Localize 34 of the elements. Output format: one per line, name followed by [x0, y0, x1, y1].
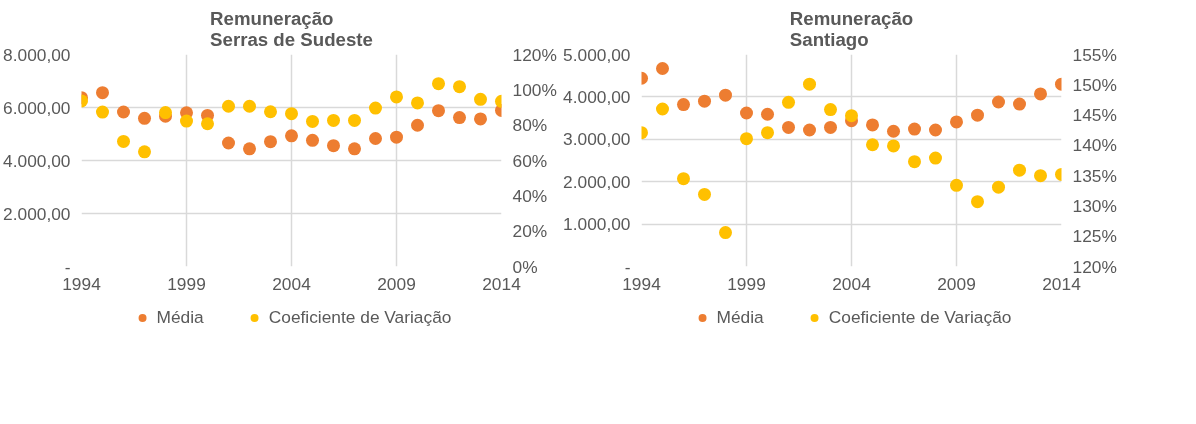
y-tick-label: 4.000,00 [3, 150, 71, 171]
y2-tick-label: 125% [1072, 226, 1117, 247]
y2-tick-label: 145% [1072, 105, 1117, 126]
chart-title: Remuneração Serras de Sudeste [210, 7, 373, 50]
legend-label: Coeficiente de Variação [828, 306, 1012, 328]
y2-tick-label: 20% [512, 221, 548, 242]
y2-tick-label: 40% [512, 185, 548, 206]
y2-tick-label: 130% [1072, 195, 1117, 216]
legend-label: Coeficiente de Variação [268, 306, 452, 328]
y2-tick-label: 100% [512, 79, 557, 100]
y-tick-label: 3.000,00 [563, 129, 631, 150]
x-tick-label: 2009 [377, 273, 416, 294]
y2-tick-label: 150% [1072, 74, 1117, 95]
y-tick-label: 6.000,00 [3, 97, 71, 118]
y-tick-label: 2.000,00 [563, 171, 631, 192]
y-tick-label: 2.000,00 [3, 203, 71, 224]
x-tick-label: 2004 [832, 273, 872, 294]
y2-tick-label: 80% [512, 115, 548, 136]
y-tick-label: 1.000,00 [563, 214, 631, 235]
legend-label: Média [716, 306, 764, 328]
y-tick-label: 5.000,00 [563, 44, 631, 65]
x-tick-label: 1999 [727, 273, 766, 294]
y2-tick-label: 155% [1072, 44, 1117, 65]
y2-tick-label: 135% [1072, 165, 1117, 186]
y2-tick-label: 60% [512, 150, 548, 171]
y2-tick-label: 120% [512, 44, 557, 65]
y-tick-label: 4.000,00 [563, 86, 631, 107]
legend-label: Média [156, 306, 204, 328]
x-tick-label: 1999 [167, 273, 206, 294]
y-tick-label: 8.000,00 [3, 44, 71, 65]
chart-title: Remuneração Santiago [789, 7, 914, 50]
x-tick-label: 2004 [272, 273, 312, 294]
x-tick-label: 2009 [937, 273, 976, 294]
y2-tick-label: 140% [1072, 135, 1117, 156]
